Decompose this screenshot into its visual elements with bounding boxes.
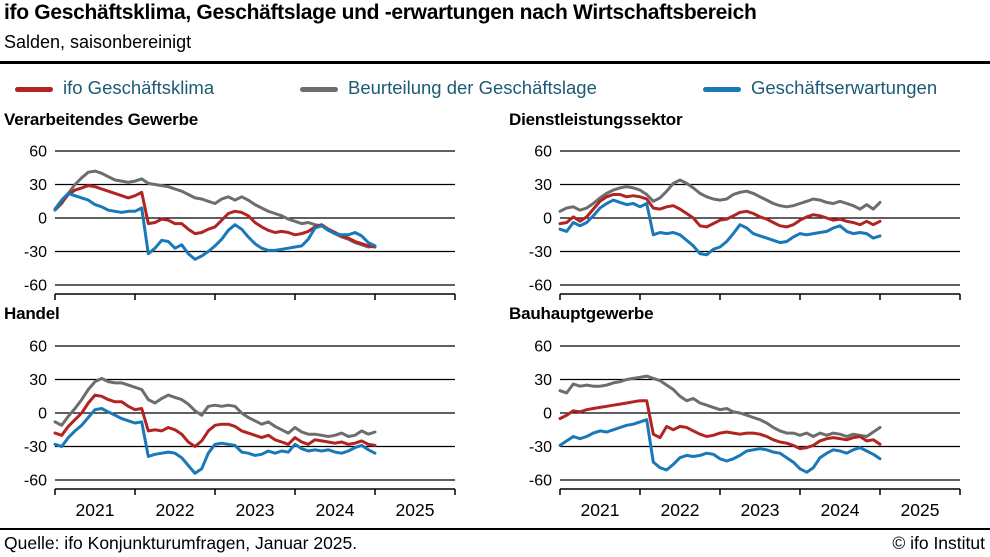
legend-label-erwartungen: Geschäftserwartungen: [751, 77, 938, 98]
chart-title-handel: Handel: [4, 304, 60, 323]
y-axis-tick-label: -60: [24, 278, 47, 295]
y-axis-tick-label: -30: [24, 439, 47, 456]
legend-swatch-erwartungen: [703, 87, 741, 92]
x-axis-year-label: 2023: [236, 500, 275, 520]
line-chart-bauhauptgewerbe: 60 30 0 -30 -60 2021 2022 2023 2024 2025: [529, 339, 961, 520]
y-axis-tick-label: 60: [534, 339, 552, 356]
legend-label-lage: Beurteilung der Geschäftslage: [348, 77, 597, 98]
series-line-erwartungen: [558, 198, 882, 257]
y-axis-tick-label: 0: [38, 406, 47, 423]
series-line-klima: [53, 393, 377, 448]
page-title: ifo Geschäftsklima, Geschäftslage und -e…: [4, 1, 757, 24]
source-note: Quelle: ifo Konjunkturumfragen, Januar 2…: [4, 533, 358, 553]
x-axis-year-label: 2022: [661, 500, 700, 520]
series-line-erwartungen: [53, 407, 377, 475]
y-axis-tick-label: 60: [29, 339, 47, 356]
x-axis-year-label: 2021: [76, 500, 115, 520]
x-axis-year-label: 2023: [741, 500, 780, 520]
y-axis-tick-label: 30: [29, 372, 47, 389]
line-chart-handel: 60 30 0 -30 -60 2021 2022 2023 2024 2025: [24, 339, 456, 520]
y-axis-tick-label: -60: [24, 473, 47, 490]
series-line-erwartungen: [558, 418, 882, 474]
copyright-note: © ifo Institut: [892, 533, 985, 553]
page-subtitle: Salden, saisonbereinigt: [4, 32, 192, 52]
y-axis-tick-label: 30: [534, 372, 552, 389]
series-line-klima: [558, 193, 882, 229]
y-axis-tick-label: -30: [529, 439, 552, 456]
series-line-erwartungen: [53, 191, 377, 261]
legend-label-klima: ifo Geschäftsklima: [63, 77, 215, 98]
header-divider: [0, 61, 990, 64]
y-axis-tick-label: 30: [29, 177, 47, 194]
series-line-klima: [53, 184, 377, 249]
y-axis-tick-label: -30: [529, 244, 552, 261]
legend-swatch-lage: [300, 87, 338, 92]
y-axis-tick-label: -60: [529, 278, 552, 295]
x-axis-year-label: 2025: [396, 500, 435, 520]
line-chart-verarbeitendes-gewerbe: 60 30 0 -30 -60: [24, 144, 456, 300]
y-axis-tick-label: 0: [543, 211, 552, 228]
x-axis-year-label: 2025: [901, 500, 940, 520]
chart-title-dienstleistungssektor: Dienstleistungssektor: [509, 110, 683, 129]
y-axis-tick-label: 60: [29, 144, 47, 161]
x-axis-year-label: 2024: [821, 500, 860, 520]
y-axis-tick-label: -30: [24, 244, 47, 261]
line-chart-dienstleistungssektor: 60 30 0 -30 -60: [529, 144, 961, 300]
series-line-lage: [558, 374, 882, 438]
series-line-klima: [558, 399, 882, 451]
x-axis-year-label: 2024: [316, 500, 355, 520]
x-axis-year-label: 2021: [581, 500, 620, 520]
legend-swatch-klima: [15, 87, 53, 92]
chart-title-bauhauptgewerbe: Bauhauptgewerbe: [509, 304, 654, 323]
y-axis-tick-label: -60: [529, 473, 552, 490]
y-axis-tick-label: 60: [534, 144, 552, 161]
footer-divider: [0, 528, 990, 530]
chart-title-verarbeitendes-gewerbe: Verarbeitendes Gewerbe: [4, 110, 199, 129]
x-axis-year-label: 2022: [156, 500, 195, 520]
y-axis-tick-label: 0: [38, 211, 47, 228]
series-line-lage: [558, 178, 882, 213]
y-axis-tick-label: 30: [534, 177, 552, 194]
series-line-lage: [53, 376, 377, 438]
y-axis-tick-label: 0: [543, 406, 552, 423]
